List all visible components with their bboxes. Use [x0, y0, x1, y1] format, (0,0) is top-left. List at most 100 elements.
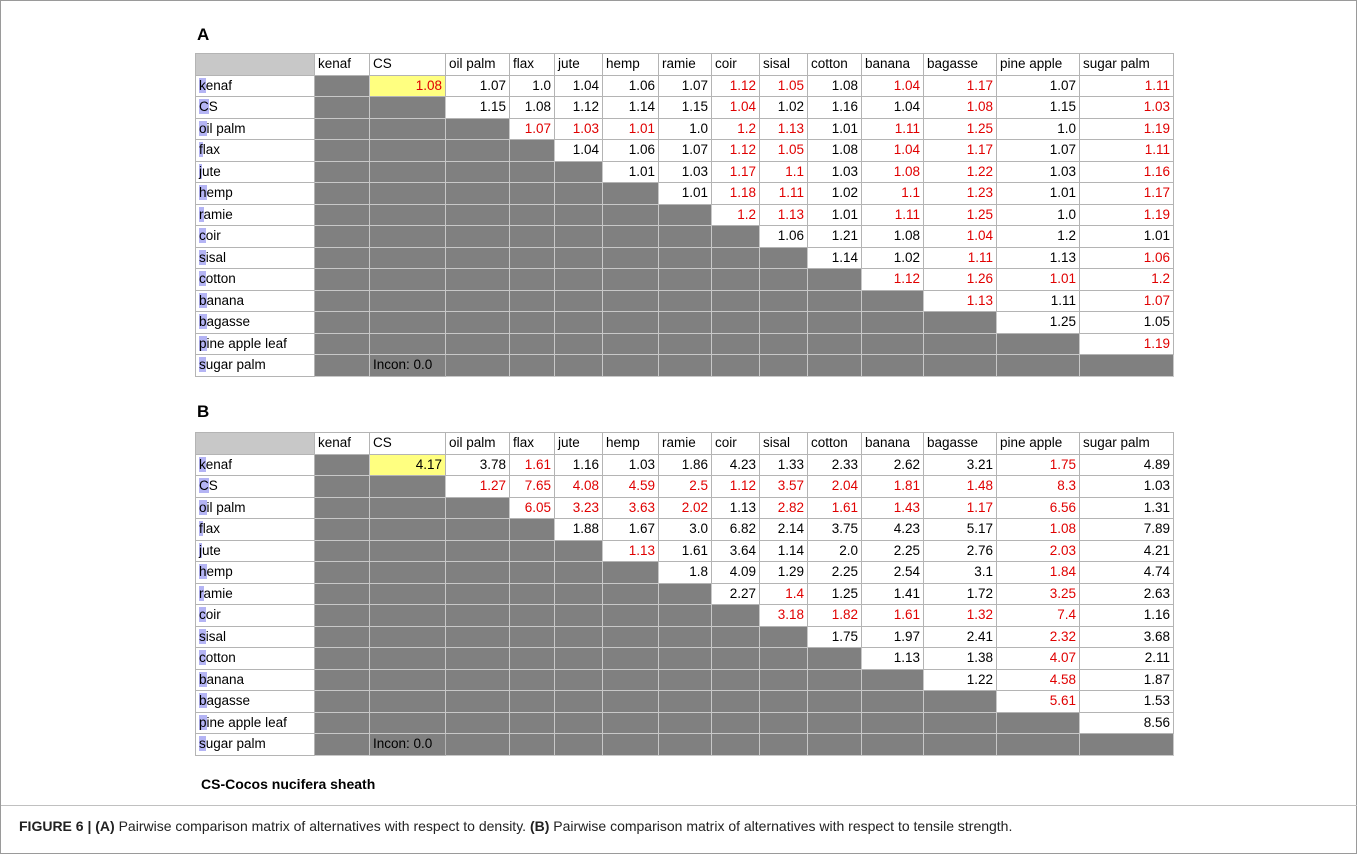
empty-cell	[554, 332, 603, 355]
matrix-value: 1.1	[759, 160, 808, 183]
empty-cell	[1079, 354, 1174, 377]
empty-cell	[807, 311, 862, 334]
column-header: sugar palm	[1079, 53, 1174, 76]
matrix-value: 1.75	[807, 625, 862, 648]
matrix-value: 1.04	[861, 96, 924, 119]
row-label-cell: banana	[195, 668, 315, 691]
empty-cell	[759, 268, 808, 291]
row-label: oil palm	[199, 120, 246, 136]
empty-cell	[314, 182, 370, 205]
empty-cell	[923, 711, 997, 734]
empty-cell	[314, 311, 370, 334]
caption-b-text: Pairwise comparison matrix of alternativ…	[553, 818, 1013, 834]
empty-cell	[658, 289, 712, 312]
matrix-value: 4.23	[711, 453, 760, 476]
empty-cell	[369, 711, 446, 734]
matrix-value: 1.8	[658, 561, 712, 584]
matrix-value: 1.13	[711, 496, 760, 519]
matrix-value: 1.12	[711, 475, 760, 498]
empty-cell	[807, 647, 862, 670]
empty-cell	[314, 604, 370, 627]
empty-cell	[369, 604, 446, 627]
matrix-value: 1.53	[1079, 690, 1174, 713]
empty-cell	[445, 711, 510, 734]
matrix-row: coir 1.06 1.21 1.08 1.04 1.2 1.01	[195, 225, 1174, 248]
matrix-value: 3.25	[996, 582, 1080, 605]
matrix-value: 2.25	[861, 539, 924, 562]
empty-cell	[445, 203, 510, 226]
matrix-value: 1.07	[1079, 289, 1174, 312]
row-label: banana	[199, 671, 245, 687]
empty-cell	[369, 539, 446, 562]
matrix-row: kenaf 1.08 1.07 1.0 1.04 1.06 1.07 1.12 1.05 1.08…	[195, 74, 1174, 97]
column-header: coir	[711, 432, 760, 455]
matrix-row: flax 1.88 1.67 3.0 6.82 2.14 3.75 4.23 5.17 1.08 7…	[195, 518, 1174, 541]
matrix-value: 7.89	[1079, 518, 1174, 541]
matrix-value: 1.2	[711, 203, 760, 226]
empty-cell	[602, 246, 659, 269]
matrix-value: 1.17	[1079, 182, 1174, 205]
empty-cell	[314, 117, 370, 140]
matrix-row: oil palm 6.05 3.23 3.63 2.02 1.13 2.82 1.61 1.43…	[195, 496, 1174, 519]
row-label-cell: jute	[195, 539, 315, 562]
matrix-value: 1.12	[711, 74, 760, 97]
row-label: jute	[199, 163, 221, 179]
matrix-value: 1.25	[923, 203, 997, 226]
row-label-cell: jute	[195, 160, 315, 183]
matrix-value: 1.04	[554, 74, 603, 97]
matrix-value: 3.68	[1079, 625, 1174, 648]
row-label-cell: cotton	[195, 647, 315, 670]
empty-cell	[923, 311, 997, 334]
matrix-value: 1.12	[711, 139, 760, 162]
empty-cell	[369, 561, 446, 584]
row-label-cell: coir	[195, 604, 315, 627]
matrix-value: 1.05	[1079, 311, 1174, 334]
matrix-value: 6.82	[711, 518, 760, 541]
row-label: kenaf	[199, 77, 233, 93]
matrix-value: 3.63	[602, 496, 659, 519]
matrix-value: 2.33	[807, 453, 862, 476]
matrix-value: 1.2	[711, 117, 760, 140]
matrix-value: 1.13	[861, 647, 924, 670]
matrix-value: 1.03	[1079, 96, 1174, 119]
matrix-value: 1.01	[807, 203, 862, 226]
empty-cell	[445, 182, 510, 205]
matrix-value: 1.2	[1079, 268, 1174, 291]
empty-cell	[711, 354, 760, 377]
matrix-value: 1.08	[996, 518, 1080, 541]
row-label: oil palm	[199, 499, 246, 515]
matrix-value: 1.48	[923, 475, 997, 498]
matrix-value: 2.32	[996, 625, 1080, 648]
matrix-value: 1.33	[759, 453, 808, 476]
empty-cell	[509, 561, 555, 584]
matrix-value: 2.04	[807, 475, 862, 498]
empty-cell	[658, 225, 712, 248]
matrix-value: 1.11	[861, 203, 924, 226]
empty-cell	[369, 647, 446, 670]
empty-cell	[1079, 733, 1174, 756]
row-label-cell: bagasse	[195, 690, 315, 713]
matrix-value: 3.0	[658, 518, 712, 541]
empty-cell	[509, 182, 555, 205]
matrix-value: 1.05	[759, 139, 808, 162]
empty-cell	[554, 711, 603, 734]
matrix-row: cotton 1.13 1.38 4.07 2.11	[195, 647, 1174, 670]
empty-cell	[369, 582, 446, 605]
matrix-value: 1.01	[658, 182, 712, 205]
empty-cell	[369, 160, 446, 183]
empty-cell	[861, 690, 924, 713]
empty-cell	[554, 268, 603, 291]
empty-cell	[314, 711, 370, 734]
matrix-row: sisal 1.14 1.02 1.11 1.13 1.06	[195, 246, 1174, 269]
matrix-value: 1.0	[996, 203, 1080, 226]
row-label-cell: sisal	[195, 625, 315, 648]
panel-label: A	[197, 25, 210, 44]
matrix-value: 1.19	[1079, 203, 1174, 226]
matrix-value: 3.57	[759, 475, 808, 498]
empty-cell	[602, 647, 659, 670]
matrix-value: 1.16	[1079, 604, 1174, 627]
empty-cell	[369, 96, 446, 119]
empty-cell	[658, 711, 712, 734]
matrix-value: 1.82	[807, 604, 862, 627]
